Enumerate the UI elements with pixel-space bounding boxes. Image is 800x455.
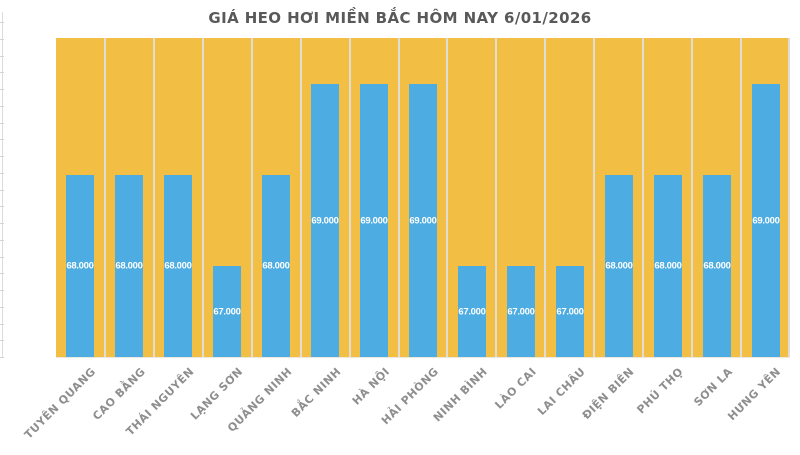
bar: 68.000	[262, 175, 290, 357]
x-axis-label: SƠN LA	[690, 365, 735, 409]
category-gridline	[299, 38, 302, 357]
category-gridline	[593, 38, 596, 357]
category-gridline	[250, 38, 253, 357]
plot-area: 68.000 68.000 68.000 67.000 68.000 69.000 69.0…	[56, 38, 790, 358]
category-gridline	[397, 38, 400, 357]
x-axis-label: HÀ NỘI	[349, 365, 393, 408]
bar: 69.000	[360, 84, 388, 357]
y-axis-tick	[0, 22, 4, 23]
y-axis-tick	[0, 323, 4, 325]
plot-right-edge-line	[788, 38, 790, 357]
y-axis-tick	[0, 55, 4, 57]
x-axis-label: LAI CHÂU	[535, 365, 589, 418]
bar-value-label: 69.000	[311, 215, 339, 226]
x-axis-label: TUYÊN QUANG	[22, 365, 99, 442]
x-axis-label: LÀO CAI	[492, 365, 540, 412]
y-axis-tick	[0, 340, 4, 342]
y-axis-tick	[0, 273, 4, 275]
category-gridline	[152, 38, 155, 357]
y-axis-tick	[0, 357, 4, 358]
y-axis-tick	[0, 122, 4, 124]
bar: 68.000	[605, 175, 633, 357]
bar-value-label: 69.000	[752, 215, 780, 226]
y-axis-tick	[0, 206, 4, 208]
bar: 68.000	[115, 175, 143, 357]
bar: 67.000	[556, 266, 584, 357]
category-gridline	[103, 38, 106, 357]
bar-value-label: 67.000	[213, 306, 241, 317]
category-gridline	[740, 38, 743, 357]
x-axis-label: PHÚ THỌ	[634, 365, 686, 417]
bar: 67.000	[458, 266, 486, 357]
bar: 67.000	[213, 266, 241, 357]
category-gridline	[691, 38, 694, 357]
bar: 69.000	[409, 84, 437, 357]
y-axis-tick	[0, 239, 4, 241]
bar-value-label: 68.000	[66, 260, 94, 272]
y-axis-tick	[0, 156, 4, 157]
y-axis-tick	[0, 223, 4, 224]
y-axis-tick	[0, 172, 4, 174]
bar: 68.000	[654, 175, 682, 357]
y-axis-tick	[0, 189, 4, 191]
x-axis-label: ĐIỆN BIÊN	[579, 365, 637, 422]
bar: 68.000	[703, 175, 731, 357]
y-axis-tick	[0, 89, 4, 90]
bar-value-label: 68.000	[605, 260, 633, 272]
y-axis-line	[2, 12, 3, 357]
bar-value-label: 68.000	[703, 260, 731, 272]
category-gridline	[495, 38, 498, 357]
category-gridline	[544, 38, 547, 357]
chart-title: GIÁ HEO HƠI MIỀN BẮC HÔM NAY 6/01/2026	[208, 9, 592, 27]
category-gridline	[446, 38, 449, 357]
y-axis-tick	[0, 290, 4, 291]
category-gridline	[642, 38, 645, 357]
bar-value-label: 67.000	[507, 306, 535, 317]
y-axis-tick	[0, 72, 4, 74]
bar-value-label: 68.000	[115, 260, 143, 272]
category-gridline	[201, 38, 204, 357]
bar-value-label: 69.000	[360, 215, 388, 226]
bar-value-label: 69.000	[409, 215, 437, 226]
y-axis-tick	[0, 105, 4, 107]
bar: 68.000	[66, 175, 94, 357]
y-axis-tick	[0, 306, 4, 308]
bar: 69.000	[311, 84, 339, 357]
y-axis-tick	[0, 139, 4, 141]
y-axis-tick	[0, 256, 4, 258]
bar-value-label: 68.000	[262, 260, 290, 272]
x-axis-label: BẮC NINH	[288, 365, 344, 420]
category-gridline	[348, 38, 351, 357]
bar-value-label: 67.000	[458, 306, 486, 317]
y-axis-tick	[0, 38, 4, 40]
bar: 69.000	[752, 84, 780, 357]
bar-value-label: 68.000	[164, 260, 192, 272]
bar: 67.000	[507, 266, 535, 357]
bar-value-label: 68.000	[654, 260, 682, 272]
bar-value-label: 67.000	[556, 306, 584, 317]
bar: 68.000	[164, 175, 192, 357]
